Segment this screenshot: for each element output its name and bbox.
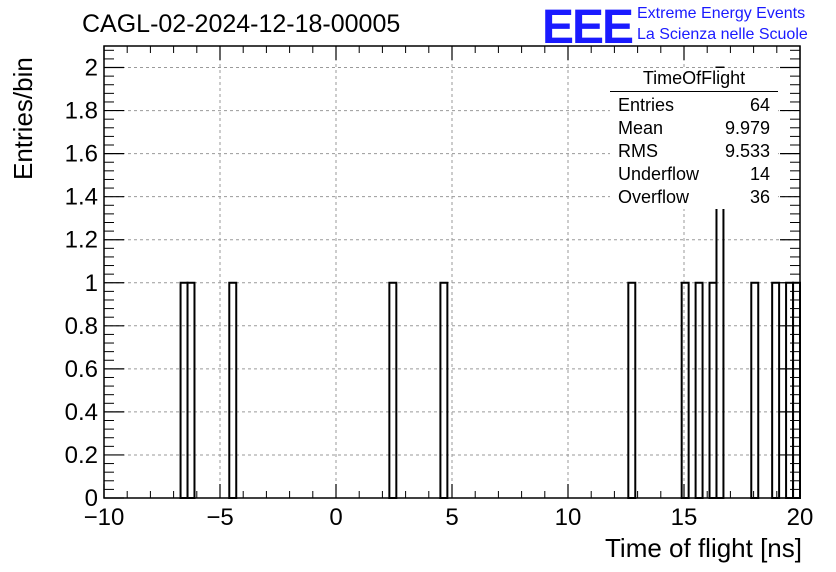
y-axis-label: Entries/bin bbox=[8, 57, 38, 180]
stats-value: 9.533 bbox=[724, 141, 770, 161]
stats-value: 14 bbox=[749, 164, 770, 184]
stats-box-title: TimeOfFlight bbox=[610, 68, 778, 92]
grid-lines bbox=[104, 46, 800, 498]
plot-title: CAGL-02-2024-12-18-00005 bbox=[82, 10, 401, 38]
stats-row-rms: RMS 9.533 bbox=[610, 140, 778, 163]
y-tick-label: 0.6 bbox=[65, 356, 98, 383]
histogram-bin bbox=[680, 281, 690, 499]
axis-tick-labels: −10 −5 0 5 10 15 20 0 0.2 0.4 0.6 0.8 1 1.2 1.4 1.6 1.8 2 bbox=[65, 55, 814, 531]
x-tick-label: 0 bbox=[329, 504, 342, 531]
stats-row-entries: Entries 64 bbox=[610, 94, 778, 117]
histogram-bin bbox=[792, 281, 801, 499]
stats-row-overflow: Overflow 36 bbox=[610, 186, 778, 209]
stats-value: 64 bbox=[749, 95, 770, 115]
stats-row-mean: Mean 9.979 bbox=[610, 117, 778, 140]
stats-label: Overflow bbox=[618, 187, 690, 207]
x-axis-label: Time of flight [ns] bbox=[605, 533, 802, 563]
histogram-bin bbox=[750, 281, 760, 499]
y-tick-label: 1.4 bbox=[65, 184, 98, 211]
histogram-bin bbox=[627, 281, 637, 499]
histogram-bin bbox=[694, 281, 704, 499]
histogram-bin bbox=[785, 281, 795, 499]
organization-name: Extreme Energy Events La Scienza nelle S… bbox=[637, 3, 808, 45]
y-tick-label: 1.6 bbox=[65, 141, 98, 168]
stats-label: Entries bbox=[618, 95, 675, 115]
y-tick-label: 0.2 bbox=[65, 442, 98, 469]
x-tick-label: 10 bbox=[555, 504, 582, 531]
histogram-bin bbox=[228, 281, 238, 499]
x-tick-label: 15 bbox=[671, 504, 698, 531]
histogram-bin bbox=[179, 281, 189, 499]
y-tick-label: 1.2 bbox=[65, 227, 98, 254]
y-tick-label: 0 bbox=[85, 485, 98, 512]
x-tick-label: −5 bbox=[206, 504, 233, 531]
x-tick-label: 20 bbox=[787, 504, 814, 531]
org-line-1: Extreme Energy Events bbox=[637, 5, 806, 22]
axis-ticks bbox=[103, 46, 801, 499]
stats-value: 9.979 bbox=[724, 118, 770, 138]
y-tick-label: 0.8 bbox=[65, 313, 98, 340]
histogram-bin bbox=[708, 281, 718, 499]
y-tick-label: 1 bbox=[85, 270, 98, 297]
y-tick-label: 1.8 bbox=[65, 98, 98, 125]
histogram-bin bbox=[388, 281, 398, 499]
x-tick-label: 5 bbox=[445, 504, 458, 531]
y-tick-label: 2 bbox=[85, 55, 98, 82]
y-tick-label: 0.4 bbox=[65, 399, 98, 426]
stats-label: Mean bbox=[618, 118, 664, 138]
stats-label: Underflow bbox=[618, 164, 700, 184]
stats-box: TimeOfFlight Entries 64 Mean 9.979 RMS 9.53… bbox=[610, 68, 778, 209]
x-tick-label: −10 bbox=[84, 504, 125, 531]
org-line-2: La Scienza nelle Scuole bbox=[637, 26, 808, 43]
stats-row-underflow: Underflow 14 bbox=[610, 163, 778, 186]
stats-label: RMS bbox=[618, 141, 658, 161]
histogram-bin bbox=[186, 281, 196, 499]
stats-value: 36 bbox=[749, 187, 770, 207]
eee-logo: EEE bbox=[542, 1, 634, 54]
histogram-bin bbox=[439, 281, 449, 499]
histogram-bin bbox=[771, 281, 781, 499]
